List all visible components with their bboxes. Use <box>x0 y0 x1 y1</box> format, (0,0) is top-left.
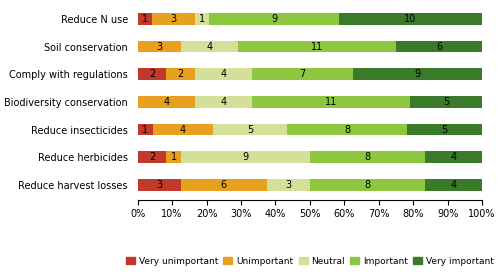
Text: 9: 9 <box>271 14 277 24</box>
Bar <box>166 68 195 80</box>
Text: 4: 4 <box>450 180 456 190</box>
Text: 1: 1 <box>142 125 148 135</box>
Bar <box>252 68 353 80</box>
Bar <box>138 152 166 163</box>
Text: 2: 2 <box>149 69 155 79</box>
Bar <box>138 96 195 108</box>
Text: 11: 11 <box>311 41 323 51</box>
Text: 4: 4 <box>220 69 227 79</box>
Text: 3: 3 <box>156 41 162 51</box>
Bar <box>252 96 410 108</box>
Bar <box>424 179 482 191</box>
Bar <box>138 179 180 191</box>
Bar <box>138 13 152 25</box>
Bar <box>210 13 338 25</box>
Text: 4: 4 <box>220 97 227 107</box>
Bar <box>138 41 180 52</box>
Bar <box>152 124 212 135</box>
Text: 4: 4 <box>164 97 170 107</box>
Text: 4: 4 <box>450 152 456 162</box>
Bar <box>238 41 396 52</box>
Text: 3: 3 <box>286 180 292 190</box>
Bar <box>267 179 310 191</box>
Text: 5: 5 <box>442 125 448 135</box>
Bar <box>195 13 210 25</box>
Bar <box>152 13 195 25</box>
Text: 2: 2 <box>178 69 184 79</box>
Bar <box>180 152 310 163</box>
Text: 1: 1 <box>199 14 205 24</box>
Text: 4: 4 <box>206 41 212 51</box>
Bar <box>338 13 482 25</box>
Text: 9: 9 <box>242 152 248 162</box>
Text: 6: 6 <box>436 41 442 51</box>
Bar <box>166 152 180 163</box>
Bar <box>138 124 152 135</box>
Text: 1: 1 <box>170 152 176 162</box>
Bar <box>212 124 288 135</box>
Text: 8: 8 <box>364 152 370 162</box>
Text: 3: 3 <box>170 14 176 24</box>
Text: 2: 2 <box>149 152 155 162</box>
Legend: Very unimportant, Unimportant, Neutral, Important, Very important: Very unimportant, Unimportant, Neutral, … <box>122 253 498 269</box>
Text: 4: 4 <box>180 125 186 135</box>
Text: 1: 1 <box>142 14 148 24</box>
Text: 8: 8 <box>344 125 350 135</box>
Text: 7: 7 <box>300 69 306 79</box>
Bar <box>288 124 407 135</box>
Bar <box>424 152 482 163</box>
Bar <box>180 179 267 191</box>
Bar <box>353 68 482 80</box>
Text: 8: 8 <box>364 180 370 190</box>
Text: 11: 11 <box>326 97 338 107</box>
Text: 10: 10 <box>404 14 416 24</box>
Text: 3: 3 <box>156 180 162 190</box>
Bar <box>407 124 482 135</box>
Text: 6: 6 <box>220 180 227 190</box>
Bar <box>195 68 252 80</box>
Text: 5: 5 <box>247 125 253 135</box>
Bar <box>180 41 238 52</box>
Bar <box>310 152 424 163</box>
Text: 5: 5 <box>443 97 450 107</box>
Text: 9: 9 <box>414 69 420 79</box>
Bar <box>138 68 166 80</box>
Bar <box>310 179 424 191</box>
Bar <box>410 96 482 108</box>
Bar <box>195 96 252 108</box>
Bar <box>396 41 482 52</box>
